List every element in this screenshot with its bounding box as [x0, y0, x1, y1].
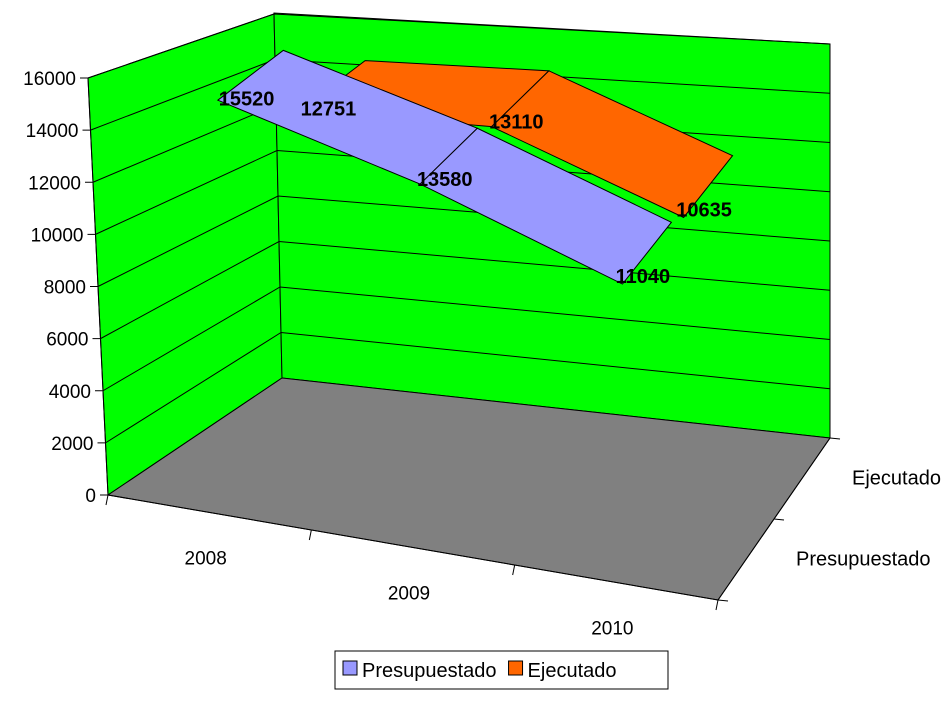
data-label: 10635	[676, 200, 732, 222]
depth-tick	[773, 518, 785, 521]
series-ribbons	[216, 49, 734, 285]
depth-tick	[717, 599, 729, 602]
x-axis	[107, 494, 719, 601]
x-tick	[512, 564, 516, 576]
gridline	[87, 13, 831, 79]
depth-tick	[829, 437, 841, 440]
data-label: 15520	[219, 88, 275, 110]
x-tick	[308, 529, 312, 541]
gridline	[105, 331, 831, 444]
gridline	[102, 286, 831, 392]
y-tick-label: 12000	[28, 173, 81, 194]
category-label: 2010	[591, 619, 633, 640]
y-tick-label: 10000	[31, 225, 84, 246]
data-label: 13110	[489, 112, 544, 134]
ribbon-segment	[419, 127, 673, 285]
y-tick-label: 14000	[26, 121, 79, 142]
data-label: 13580	[417, 169, 473, 191]
x-tick	[105, 494, 109, 506]
legend-swatch	[508, 660, 524, 676]
data-label: 12751	[301, 98, 357, 120]
legend-swatch	[342, 660, 358, 676]
category-label: 2009	[388, 584, 430, 605]
gridline	[100, 240, 831, 340]
data-labels: 12751 13110 10635 15520 13580 11040	[219, 88, 732, 288]
x-tick	[715, 599, 719, 611]
legend-box	[334, 650, 669, 690]
category-label: 2008	[185, 549, 227, 570]
legend: Presupuestado Ejecutado	[334, 650, 669, 690]
y-tick-label: 8000	[44, 278, 86, 299]
depth-label: Ejecutado	[852, 468, 941, 490]
depth-label: Presupuestado	[796, 549, 931, 571]
y-tick-label: 0	[85, 486, 96, 507]
y-tick-label: 16000	[23, 69, 76, 90]
legend-label: Ejecutado	[528, 660, 617, 682]
legend-label: Presupuestado	[362, 660, 497, 682]
axes: 0 2000 4000 6000 8000 10000 12000 14000 16000 200…	[23, 69, 941, 640]
y-tick-label: 6000	[46, 330, 88, 351]
ribbon-segment	[490, 70, 734, 219]
y-tick-label: 4000	[49, 382, 91, 403]
y-tick-label: 2000	[51, 434, 93, 455]
data-label: 11040	[616, 266, 671, 288]
